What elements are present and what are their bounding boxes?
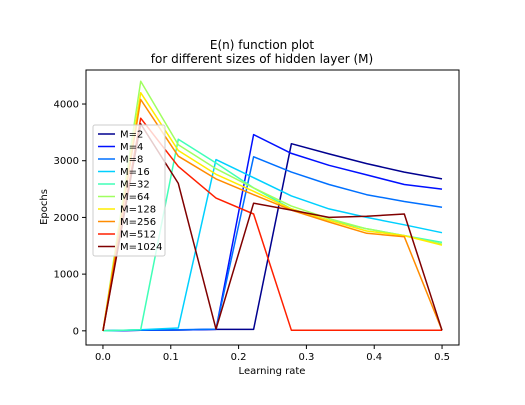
- series-line-m-8: [102, 156, 443, 332]
- legend-label: M=512: [120, 230, 156, 241]
- y-tick-label: 3000: [54, 156, 79, 167]
- legend-label: M=128: [120, 205, 156, 216]
- legend-label: M=256: [120, 217, 156, 228]
- axis-ticks: 0.0 0.1 0.2 0.3 0.4 0.5 0 1000 2000 3000 4000: [54, 100, 450, 363]
- y-tick-label: 2000: [54, 213, 79, 224]
- series-line-m-16: [102, 158, 443, 332]
- y-tick-label: 0: [73, 326, 79, 337]
- legend-label: M=4: [120, 142, 143, 153]
- chart-title-line-1: E(n) function plot: [210, 38, 314, 52]
- x-axis-label: Learning rate: [239, 366, 306, 377]
- legend-label: M=1024: [120, 242, 162, 253]
- series-line-m-128: [102, 91, 443, 331]
- legend-label: M=64: [120, 192, 150, 203]
- legend-box: [92, 124, 166, 257]
- x-tick-label: 0.5: [434, 352, 450, 363]
- chart-title-line-2: for different sizes of hidden layer (M): [151, 52, 373, 66]
- legend-label: M=8: [120, 155, 143, 166]
- x-tick-label: 0.2: [231, 352, 247, 363]
- series-line-m-64: [102, 80, 443, 331]
- y-tick-label: 1000: [54, 270, 79, 281]
- y-tick-label: 4000: [54, 100, 79, 111]
- legend-label: M=16: [120, 167, 150, 178]
- x-tick-label: 0.0: [95, 352, 111, 363]
- y-axis-label: Epochs: [39, 189, 50, 225]
- legend-label: M=2: [120, 130, 143, 141]
- x-tick-label: 0.4: [366, 352, 382, 363]
- x-tick-label: 0.1: [163, 352, 179, 363]
- legend-label: M=32: [120, 180, 150, 191]
- x-tick-label: 0.3: [298, 352, 314, 363]
- plot-frame: [85, 69, 460, 346]
